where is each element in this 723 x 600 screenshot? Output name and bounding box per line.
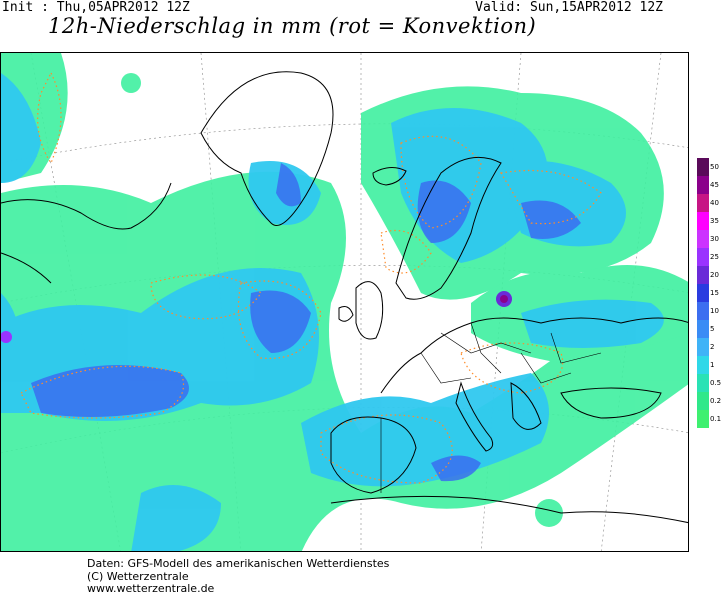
legend-label: 0.2	[710, 397, 722, 405]
map-title: 12h-Niederschlag in mm (rot = Konvektion…	[48, 14, 537, 38]
legend-swatch	[697, 266, 709, 285]
legend-swatch	[697, 212, 709, 231]
legend-label: 2	[710, 343, 715, 351]
legend-swatch	[697, 392, 709, 411]
country-borders	[380, 322, 602, 493]
legend-label: 0.1	[710, 415, 722, 423]
precipitation-map	[0, 52, 689, 552]
legend-label: 35	[710, 217, 719, 225]
legend-label: 0.5	[710, 379, 722, 387]
legend-swatch	[697, 194, 709, 213]
legend-label: 10	[710, 307, 719, 315]
valid-label: Valid: Sun,15APR2012 12Z	[475, 0, 663, 15]
legend-label: 25	[710, 253, 719, 261]
legend-label: 5	[710, 325, 715, 333]
legend-swatch	[697, 356, 709, 375]
legend-swatch	[697, 320, 709, 339]
legend-label: 45	[710, 181, 719, 189]
precip-heavy	[31, 163, 581, 482]
legend-swatch	[697, 302, 709, 321]
legend-swatch	[697, 230, 709, 249]
legend-swatch	[697, 176, 709, 195]
legend-swatch	[697, 158, 709, 177]
credit-url: www.wetterzentrale.de	[87, 582, 215, 595]
legend-label: 15	[710, 289, 719, 297]
legend-label: 40	[710, 199, 719, 207]
legend-swatch	[697, 248, 709, 267]
legend-swatch	[697, 338, 709, 357]
init-label: Init : Thu,05APR2012 12Z	[2, 0, 190, 15]
legend-label: 30	[710, 235, 719, 243]
legend-swatch	[697, 284, 709, 303]
convection-contours	[20, 71, 602, 484]
legend-colorbar	[697, 158, 709, 428]
credits: Daten: GFS-Modell des amerikanischen Wet…	[87, 557, 390, 596]
legend-swatch	[697, 374, 709, 393]
legend-label: 50	[710, 163, 719, 171]
legend-label: 20	[710, 271, 719, 279]
map-canvas	[1, 53, 688, 551]
legend-swatch	[697, 410, 709, 428]
credit-copyright: (C) Wetterzentrale	[87, 569, 189, 583]
credit-data: Daten: GFS-Modell des amerikanischen Wet…	[87, 557, 390, 570]
coastlines	[1, 71, 688, 524]
legend-label: 1	[710, 361, 715, 369]
precip-intense	[1, 291, 512, 343]
